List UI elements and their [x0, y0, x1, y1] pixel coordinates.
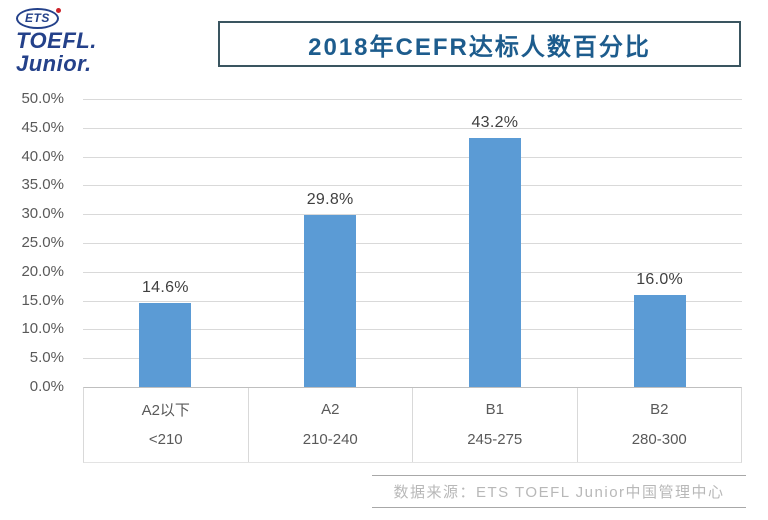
- category-cell: A2: [247, 388, 413, 432]
- gridline: [83, 99, 742, 100]
- score-range-cell: 210-240: [247, 431, 413, 462]
- gridline: [83, 185, 742, 187]
- chart-title-box: 2018年CEFR达标人数百分比: [218, 21, 741, 67]
- bar-value-label: 29.8%: [306, 191, 354, 208]
- gridline: [83, 271, 742, 273]
- gridline: [83, 214, 742, 216]
- y-axis-tick-label: 10.0%: [21, 320, 64, 338]
- gridline: [83, 243, 742, 244]
- chart-title: 2018年CEFR达标人数百分比: [308, 33, 651, 61]
- bar: [633, 295, 686, 387]
- y-axis-tick-label: 30.0%: [21, 205, 64, 223]
- y-axis-tick-label: 25.0%: [21, 234, 64, 251]
- bar: [139, 303, 192, 387]
- y-axis-tick-label: 20.0%: [21, 262, 64, 280]
- gridline: [83, 300, 742, 302]
- y-axis-tick-label: 50.0%: [21, 90, 64, 107]
- bar-value-label: 16.0%: [636, 271, 684, 288]
- y-axis-tick-label: 35.0%: [21, 176, 64, 194]
- data-source-text: 数据来源：ETS TOEFL Junior中国管理中心: [393, 484, 725, 501]
- bar-value-label: 43.2%: [471, 114, 519, 131]
- gridline: [83, 329, 742, 331]
- y-axis-tick-label: 40.0%: [21, 147, 64, 165]
- y-axis-tick-label: 0.0%: [29, 378, 64, 395]
- gridline: [83, 358, 742, 360]
- category-cell: B1: [412, 388, 577, 432]
- y-axis-tick-label: 15.0%: [21, 291, 64, 309]
- category-row: A2以下 A2 B1 B2: [84, 388, 742, 432]
- toefl-wordmark: TOEFL.: [16, 28, 97, 53]
- y-axis: 0.0% 5.0% 10.0% 15.0% 20.0% 25.0% 30.0% 35.0% 40…: [6, 90, 70, 395]
- category-cell: B2: [576, 388, 742, 432]
- score-range-row: <210 210-240 245-275 280-300: [84, 431, 741, 462]
- toefl-junior-logo: ETS TOEFL. Junior.: [16, 8, 97, 75]
- y-axis-tick-label: 5.0%: [29, 349, 64, 367]
- plot-area: 14.6% 29.8% 43.2% 16.0%: [83, 99, 742, 387]
- ets-logo-text: ETS: [25, 11, 50, 25]
- bar: [304, 215, 357, 387]
- ets-trademark-dot-icon: [55, 8, 61, 13]
- ets-logo-icon: ETS: [16, 8, 61, 29]
- gridline: [83, 156, 742, 158]
- score-range-cell: 280-300: [576, 431, 742, 462]
- bar-value-label: 14.6%: [141, 279, 189, 296]
- bar: [468, 138, 521, 387]
- gridline: [83, 127, 742, 129]
- category-cell: A2以下: [141, 402, 190, 420]
- data-source: 数据来源：ETS TOEFL Junior中国管理中心: [372, 475, 746, 508]
- y-axis-tick-label: 45.0%: [21, 118, 64, 136]
- x-axis-table: A2以下 A2 B1 B2 <210 210-240 245-275 280-300: [83, 387, 742, 463]
- junior-wordmark: Junior.: [16, 51, 92, 76]
- score-range-cell: 245-275: [412, 431, 577, 462]
- score-range-cell: <210: [148, 431, 183, 449]
